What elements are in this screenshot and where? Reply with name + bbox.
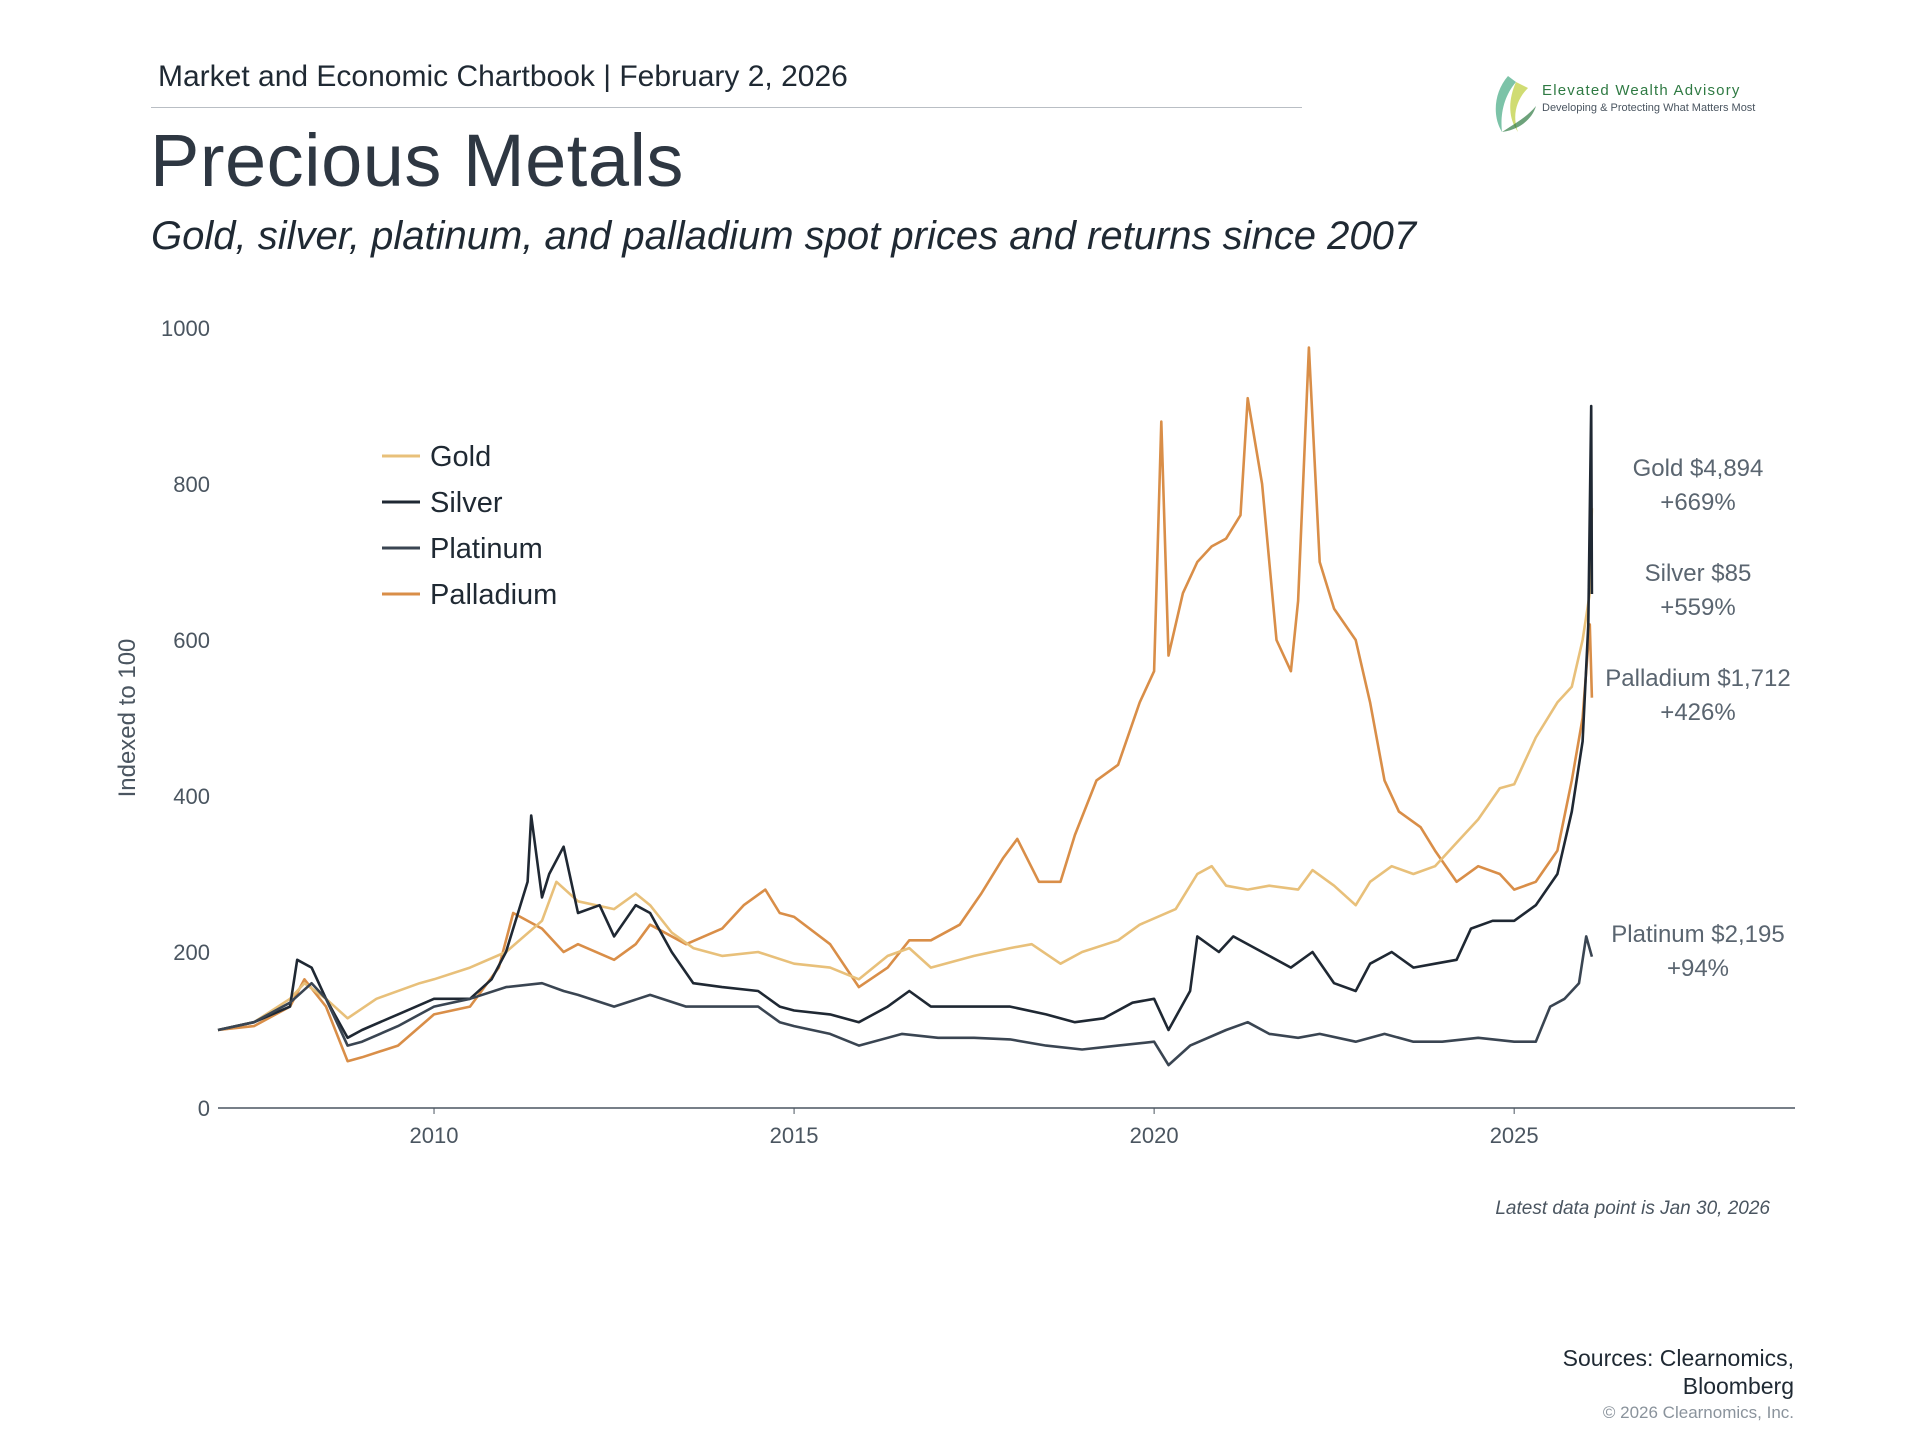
series-line-gold	[217, 508, 1594, 1032]
legend-label-platinum: Platinum	[430, 533, 543, 565]
end-label-platinum: Platinum $2,195 +94%	[1548, 918, 1848, 986]
y-tick-label: 1000	[161, 316, 210, 341]
end-label-platinum-price: Platinum $2,195	[1611, 921, 1785, 948]
y-tick-label: 800	[173, 472, 210, 497]
end-label-silver-return: +559%	[1660, 594, 1736, 621]
x-tick-label: 2010	[410, 1123, 459, 1148]
end-label-gold-price: Gold $4,894	[1632, 455, 1764, 482]
end-label-palladium: Palladium $1,712 +426%	[1548, 662, 1848, 730]
legend-label-gold: Gold	[430, 441, 491, 473]
page-subtitle: Gold, silver, platinum, and palladium sp…	[151, 214, 1417, 258]
sources-line-2: Bloomberg	[1682, 1373, 1794, 1399]
legend-label-silver: Silver	[430, 487, 503, 519]
end-label-platinum-return: +94%	[1666, 955, 1730, 982]
logo-tagline: Developing & Protecting What Matters Mos…	[1542, 102, 1756, 114]
sources: Sources: Clearnomics, Bloomberg	[1563, 1344, 1794, 1400]
x-tick-label: 2020	[1130, 1123, 1179, 1148]
y-tick-label: 600	[173, 628, 210, 653]
legend: Gold Silver Platinum Palladium	[382, 441, 557, 611]
end-label-palladium-return: +426%	[1660, 699, 1736, 726]
y-tick-label: 0	[198, 1096, 210, 1121]
series-line-palladium	[217, 346, 1594, 1063]
company-logo: Elevated Wealth Advisory Developing & Pr…	[1488, 72, 1788, 136]
logo-name: Elevated Wealth Advisory	[1542, 82, 1741, 99]
x-tick-label: 2015	[770, 1123, 819, 1148]
end-label-gold: Gold $4,894 +669%	[1548, 452, 1848, 520]
series-line-silver	[217, 404, 1594, 1040]
series-lines	[217, 346, 1594, 1067]
series-line-platinum	[217, 935, 1594, 1067]
page-title: Precious Metals	[150, 119, 684, 202]
sources-line-1: Sources: Clearnomics,	[1562, 1345, 1794, 1371]
header-divider	[151, 107, 1302, 108]
y-tick-label: 400	[173, 784, 210, 809]
axis-ticks: 0 200 400 600 800 1000 2010 2015 2020 2025	[161, 316, 1795, 1148]
header-text: Market and Economic Chartbook | February…	[158, 60, 848, 93]
logo-mark-icon	[1495, 76, 1536, 132]
end-label-gold-return: +669%	[1660, 489, 1736, 516]
y-axis-label: Indexed to 100	[114, 639, 141, 798]
end-label-silver-price: Silver $85	[1644, 560, 1752, 587]
x-tick-label: 2025	[1490, 1123, 1539, 1148]
latest-data-note: Latest data point is Jan 30, 2026	[1495, 1198, 1770, 1219]
end-label-palladium-price: Palladium $1,712	[1605, 665, 1791, 692]
copyright: © 2026 Clearnomics, Inc.	[1602, 1403, 1794, 1422]
y-axis-label-group: Indexed to 100	[114, 639, 141, 798]
y-tick-label: 200	[173, 940, 210, 965]
legend-label-palladium: Palladium	[430, 579, 557, 611]
end-label-silver: Silver $85 +559%	[1548, 557, 1848, 625]
